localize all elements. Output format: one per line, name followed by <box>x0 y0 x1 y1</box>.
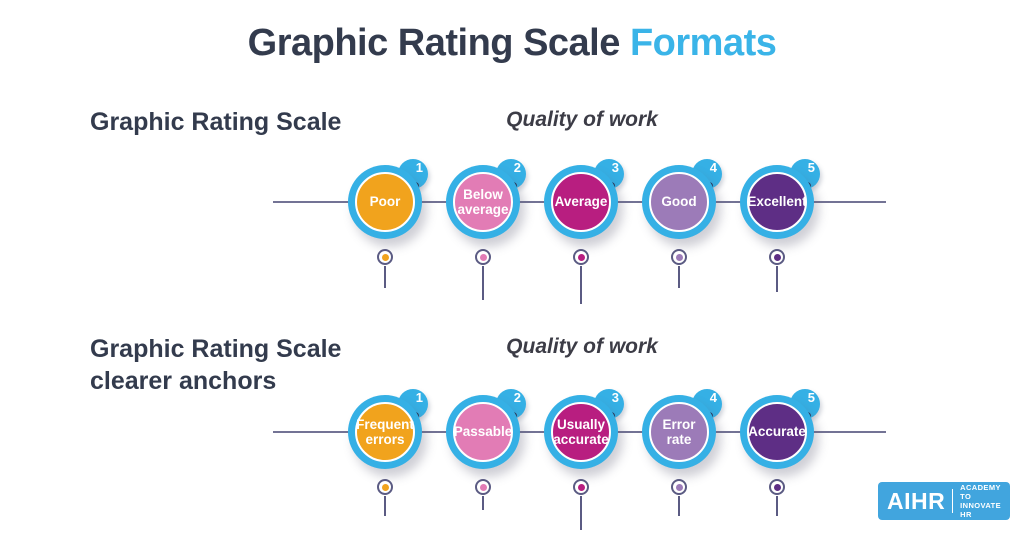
anchor-ring <box>573 479 589 495</box>
row1-dimension-label: Quality of work <box>506 108 658 131</box>
rating-circle-fill: Excellent <box>747 172 807 232</box>
rating-number: 5 <box>807 390 815 405</box>
rating-label: Excellent <box>747 194 807 210</box>
rating-circle: Average <box>544 165 618 239</box>
row1-label-line1: Graphic Rating Scale <box>90 108 342 136</box>
anchor-dot <box>381 253 389 261</box>
rating-circle-fill: Accurate <box>747 402 807 462</box>
anchor-dot <box>479 253 487 261</box>
anchor-dot <box>479 483 487 491</box>
logo-divider <box>952 489 954 513</box>
anchor-stem <box>580 496 582 530</box>
anchor-ring <box>573 249 589 265</box>
logo-tagline-line1: ACADEMY TO <box>960 483 1001 501</box>
rating-number: 3 <box>611 160 619 175</box>
page-title-accent: Formats <box>629 22 777 64</box>
rating-circle-fill: Passable <box>453 402 513 462</box>
anchor-stem <box>482 266 484 300</box>
row2-label-line2: clearer anchors <box>90 367 277 395</box>
rating-number: 4 <box>709 160 717 175</box>
page-title: Graphic Rating Scale Formats <box>0 22 1024 65</box>
anchor-ring <box>475 249 491 265</box>
rating-label: Passable <box>453 424 513 440</box>
anchor-ring <box>377 249 393 265</box>
row2-dimension-label: Quality of work <box>506 335 658 358</box>
rating-label: Frequent errors <box>356 416 414 447</box>
rating-circle: Accurate <box>740 395 814 469</box>
anchor-ring <box>769 249 785 265</box>
rating-circle: Excellent <box>740 165 814 239</box>
rating-label: Below average <box>457 186 509 217</box>
rating-circle-fill: Below average <box>453 172 513 232</box>
anchor-ring <box>475 479 491 495</box>
anchor-stem <box>776 266 778 292</box>
anchor-dot <box>675 483 683 491</box>
aihr-logo-tagline: ACADEMY TO INNOVATE HR <box>960 483 1001 519</box>
rating-label: Accurate <box>748 424 806 440</box>
logo-tagline-line2: INNOVATE HR <box>960 501 1001 519</box>
anchor-ring <box>671 479 687 495</box>
rating-label: Poor <box>369 194 401 210</box>
aihr-logo-wordmark: AIHR <box>887 487 946 514</box>
rating-circle-fill: Poor <box>355 172 415 232</box>
rating-number: 4 <box>709 390 717 405</box>
rating-number: 2 <box>513 160 521 175</box>
rating-circle: Passable <box>446 395 520 469</box>
rating-number: 5 <box>807 160 815 175</box>
anchor-stem <box>776 496 778 516</box>
anchor-ring <box>671 249 687 265</box>
anchor-stem <box>384 266 386 288</box>
anchor-stem <box>580 266 582 304</box>
anchor-dot <box>577 253 585 261</box>
row2-label-line1: Graphic Rating Scale <box>90 335 342 363</box>
rating-circle: Poor <box>348 165 422 239</box>
row2-label: Graphic Rating Scale clearer anchors <box>90 333 341 397</box>
aihr-logo: AIHR ACADEMY TO INNOVATE HR <box>878 482 1010 520</box>
anchor-stem <box>482 496 484 510</box>
rating-circle-fill: Error rate <box>649 402 709 462</box>
page-title-main: Graphic Rating Scale <box>247 22 630 64</box>
anchor-stem <box>678 496 680 516</box>
anchor-dot <box>675 253 683 261</box>
rating-number: 1 <box>415 390 423 405</box>
rating-label: Good <box>661 194 697 210</box>
rating-number: 3 <box>611 390 619 405</box>
rating-label: Average <box>554 194 608 210</box>
row1-label: Graphic Rating Scale <box>90 106 341 138</box>
rating-circle-fill: Good <box>649 172 709 232</box>
rating-number: 2 <box>513 390 521 405</box>
anchor-stem <box>678 266 680 288</box>
rating-circle: Below average <box>446 165 520 239</box>
anchor-dot <box>773 483 781 491</box>
rating-number: 1 <box>415 160 423 175</box>
rating-circle-fill: Frequent errors <box>355 402 415 462</box>
anchor-ring <box>377 479 393 495</box>
anchor-dot <box>577 483 585 491</box>
anchor-ring <box>769 479 785 495</box>
rating-circle: Usually accurate <box>544 395 618 469</box>
rating-circle-fill: Average <box>551 172 611 232</box>
rating-circle-fill: Usually accurate <box>551 402 611 462</box>
rating-circle: Error rate <box>642 395 716 469</box>
rating-label: Error rate <box>662 416 696 447</box>
anchor-dot <box>773 253 781 261</box>
rating-circle: Good <box>642 165 716 239</box>
anchor-dot <box>381 483 389 491</box>
anchor-stem <box>384 496 386 516</box>
rating-label: Usually accurate <box>553 416 609 447</box>
rating-circle: Frequent errors <box>348 395 422 469</box>
